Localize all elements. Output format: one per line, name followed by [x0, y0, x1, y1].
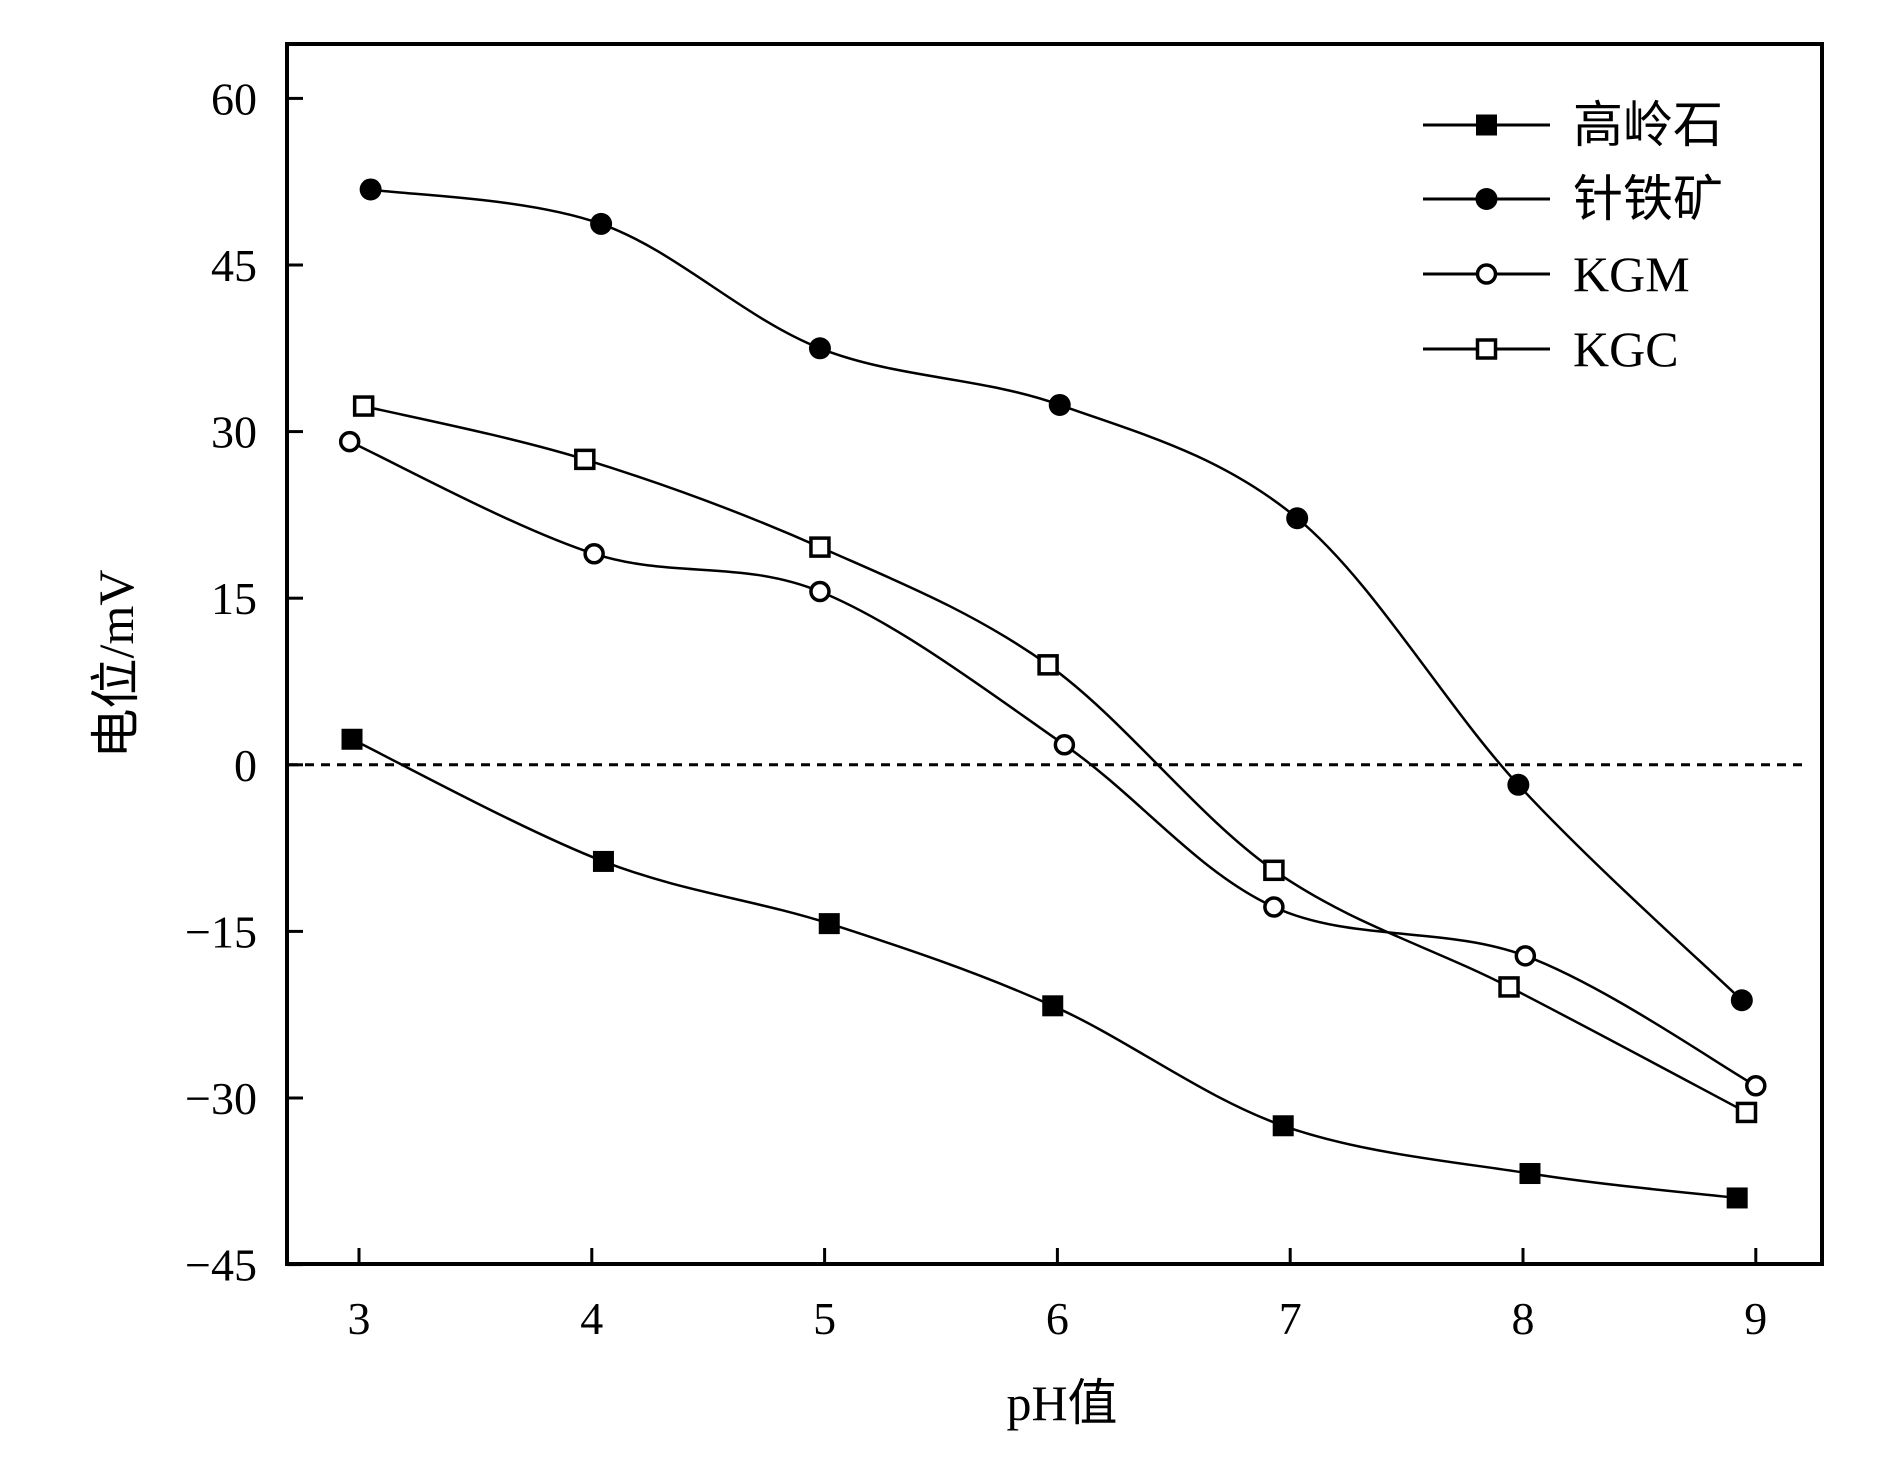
- x-tick-label: 9: [1744, 1293, 1767, 1344]
- data-point-series-0: [341, 728, 363, 750]
- series-curve-1: [370, 188, 1743, 1002]
- y-tick-label: −30: [185, 1073, 257, 1124]
- y-tick-label: 15: [211, 573, 257, 624]
- data-point-series-0: [818, 913, 840, 935]
- x-tick-label: 7: [1279, 1293, 1302, 1344]
- data-point-series-1: [1048, 393, 1071, 416]
- y-tick-label: 45: [211, 240, 257, 291]
- y-tick-label: 60: [211, 73, 257, 124]
- legend-marker-2: [1475, 263, 1498, 285]
- data-point-series-0: [592, 850, 614, 872]
- y-tick-label: 0: [234, 740, 257, 791]
- legend-marker-1: [1475, 188, 1498, 210]
- data-point-series-2: [1514, 945, 1537, 967]
- y-tick-label: −15: [185, 906, 257, 957]
- data-point-series-2: [583, 543, 605, 565]
- x-tick-label: 6: [1046, 1293, 1069, 1344]
- data-point-series-0: [1726, 1187, 1748, 1209]
- legend-label-1: 针铁矿: [1573, 171, 1723, 227]
- y-axis-label: 电位/mV: [88, 570, 144, 759]
- x-tick-label: 8: [1512, 1293, 1535, 1344]
- plot-frame: [285, 42, 1824, 1266]
- data-point-series-1: [1730, 989, 1753, 1012]
- data-point-series-3: [352, 395, 375, 417]
- data-point-series-3: [1498, 976, 1520, 998]
- data-point-series-2: [809, 580, 831, 603]
- legend-marker-0: [1476, 114, 1497, 136]
- data-point-series-2: [1745, 1075, 1767, 1097]
- data-point-series-0: [1042, 995, 1064, 1017]
- data-point-series-3: [809, 536, 831, 558]
- data-point-series-2: [1263, 896, 1285, 918]
- data-point-series-3: [1263, 859, 1285, 882]
- data-point-series-3: [1037, 654, 1059, 676]
- data-markers: [338, 178, 1767, 1209]
- data-point-series-0: [1272, 1115, 1294, 1137]
- y-tick-label: 30: [211, 407, 257, 458]
- data-point-series-1: [590, 212, 613, 235]
- legend-label-3: KGC: [1573, 321, 1679, 377]
- data-point-series-3: [1735, 1101, 1758, 1124]
- series-curve-0: [351, 738, 1738, 1200]
- x-tick-label: 4: [580, 1293, 603, 1344]
- data-point-series-3: [574, 448, 596, 471]
- data-point-series-1: [808, 337, 831, 360]
- legend-label-0: 高岭石: [1573, 97, 1723, 153]
- data-point-series-0: [1519, 1163, 1541, 1185]
- legend-label-2: KGM: [1573, 246, 1690, 302]
- data-point-series-1: [359, 178, 382, 201]
- x-axis-label: pH值: [1006, 1375, 1117, 1431]
- x-tick-label: 3: [348, 1293, 371, 1344]
- x-tick-label: 5: [813, 1293, 836, 1344]
- data-point-series-2: [1053, 734, 1076, 756]
- data-point-series-1: [1507, 773, 1530, 796]
- y-tick-label: −45: [185, 1240, 257, 1291]
- data-point-series-1: [1286, 507, 1309, 530]
- legend-marker-3: [1475, 338, 1498, 360]
- data-point-series-2: [338, 430, 361, 453]
- fit-curves: [349, 188, 1757, 1200]
